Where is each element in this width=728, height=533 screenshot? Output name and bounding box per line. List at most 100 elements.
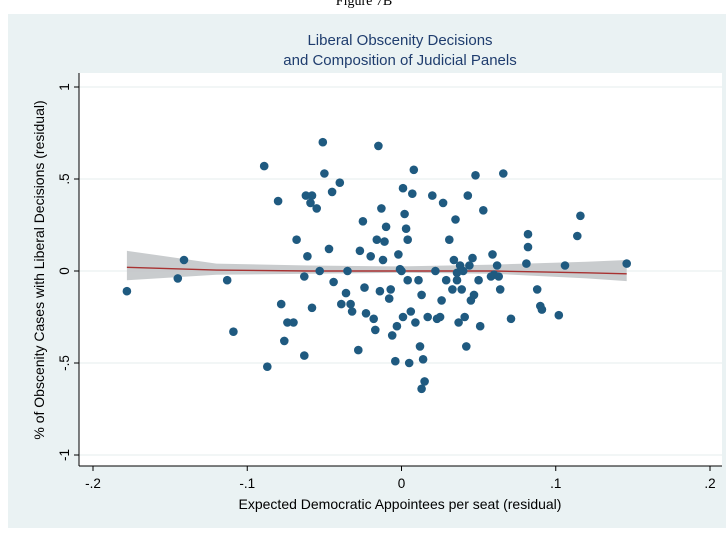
data-point <box>622 259 631 268</box>
data-point <box>403 275 413 285</box>
data-point <box>441 275 451 285</box>
data-point <box>469 290 479 300</box>
x-tick-label: 0 <box>398 476 406 491</box>
data-point <box>408 189 417 198</box>
data-point <box>423 312 433 322</box>
data-point <box>222 275 232 285</box>
data-point <box>354 345 363 355</box>
y-tick-label: 1 <box>57 83 72 91</box>
y-tick-label: 0 <box>57 267 72 275</box>
data-point <box>406 307 416 316</box>
data-point <box>392 321 402 331</box>
data-point <box>398 183 408 193</box>
data-point <box>358 217 368 226</box>
x-tick-label: -.2 <box>85 476 101 491</box>
data-point <box>449 255 459 265</box>
data-point <box>431 266 440 276</box>
chart-title-line-1: Liberal Obscenity Decisions <box>307 32 492 49</box>
data-point <box>576 211 585 221</box>
data-point <box>381 222 391 232</box>
data-point <box>460 312 470 322</box>
data-point <box>417 384 426 394</box>
data-point <box>263 362 272 372</box>
data-point <box>324 244 334 254</box>
data-point <box>335 178 345 187</box>
data-point <box>315 266 325 276</box>
data-point <box>375 286 385 296</box>
data-point <box>523 229 533 239</box>
data-point <box>415 342 425 351</box>
data-point <box>397 266 406 276</box>
data-point <box>403 235 413 244</box>
x-tick-label: -.1 <box>239 476 255 491</box>
data-point <box>420 377 429 386</box>
data-point <box>463 191 473 200</box>
data-point <box>414 275 423 285</box>
data-point <box>387 331 397 340</box>
axes: -.2 -.1 0 .1 .2 -1 -.5 0 .5 1 <box>57 73 722 491</box>
data-point <box>532 285 542 294</box>
data-point <box>289 318 298 327</box>
data-point <box>468 253 477 263</box>
data-point <box>307 303 317 313</box>
data-point <box>401 224 411 233</box>
data-point <box>475 321 485 331</box>
data-point <box>377 204 386 213</box>
data-point <box>465 261 474 270</box>
data-point <box>346 299 355 309</box>
data-point <box>384 294 394 303</box>
data-point <box>337 299 346 309</box>
data-point <box>292 235 301 244</box>
data-point <box>361 309 371 318</box>
data-point <box>327 187 337 197</box>
x-axis-label: Expected Democratic Appointees per seat … <box>239 496 562 512</box>
x-tick-label: .2 <box>704 476 715 491</box>
data-point <box>499 169 508 178</box>
data-point <box>391 356 400 366</box>
y-tick-label: -1 <box>57 449 72 461</box>
data-point <box>347 307 357 316</box>
data-point <box>537 305 547 314</box>
y-tick-label: -.5 <box>57 355 72 371</box>
data-point <box>411 318 420 327</box>
data-point <box>229 327 238 337</box>
data-point <box>437 296 446 305</box>
data-point <box>341 288 351 298</box>
data-point <box>276 299 286 309</box>
data-point <box>312 204 322 213</box>
data-point <box>409 165 419 175</box>
data-point <box>492 261 502 270</box>
data-point <box>451 215 460 224</box>
data-point <box>378 255 388 265</box>
data-point <box>360 283 369 292</box>
data-point <box>343 266 352 276</box>
data-point <box>371 325 380 335</box>
data-point <box>369 314 379 324</box>
data-point <box>307 191 317 200</box>
data-point <box>273 196 283 206</box>
data-point <box>386 285 396 294</box>
data-point <box>523 242 533 252</box>
data-point <box>488 250 497 259</box>
data-point <box>306 198 315 208</box>
data-point <box>573 231 582 241</box>
data-point <box>320 169 329 178</box>
data-point <box>417 290 426 300</box>
data-point <box>404 358 414 368</box>
y-tick-label: .5 <box>57 173 72 184</box>
data-point <box>462 342 471 351</box>
data-point <box>300 351 309 360</box>
data-point <box>380 237 389 246</box>
data-point <box>479 206 488 215</box>
data-point <box>318 137 328 147</box>
data-point <box>179 255 189 265</box>
data-point <box>173 274 183 283</box>
data-point <box>438 198 448 208</box>
data-point <box>398 312 408 322</box>
data-point <box>435 312 445 322</box>
data-point <box>418 355 428 364</box>
figure-label: Figure 7B <box>335 0 393 9</box>
data-point <box>366 251 376 261</box>
data-point <box>329 277 338 287</box>
